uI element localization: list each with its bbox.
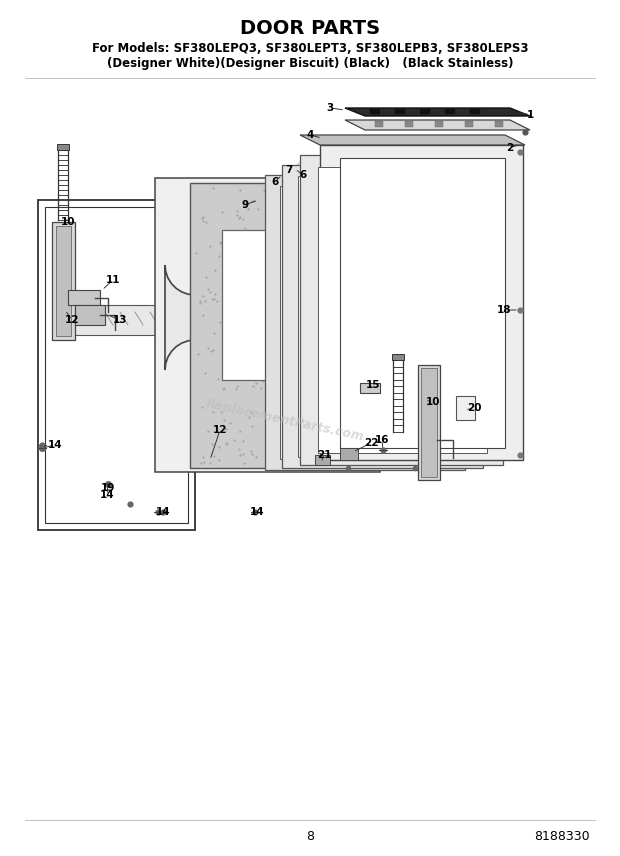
Polygon shape <box>280 186 451 459</box>
Text: 1: 1 <box>526 110 534 120</box>
Polygon shape <box>456 396 475 420</box>
Text: 3: 3 <box>326 103 334 113</box>
Polygon shape <box>282 165 483 468</box>
Polygon shape <box>370 109 380 114</box>
Polygon shape <box>155 178 380 472</box>
Polygon shape <box>68 290 100 305</box>
Polygon shape <box>318 167 487 453</box>
Polygon shape <box>345 108 530 116</box>
Polygon shape <box>392 354 404 360</box>
Text: 14: 14 <box>100 490 114 500</box>
Polygon shape <box>465 121 473 127</box>
Polygon shape <box>495 121 503 127</box>
Text: 19: 19 <box>101 483 115 493</box>
Polygon shape <box>165 265 375 370</box>
Polygon shape <box>300 135 525 145</box>
Text: (Designer White)(Designer Biscuit) (Black)   (Black Stainless): (Designer White)(Designer Biscuit) (Blac… <box>107 56 513 69</box>
Polygon shape <box>57 144 69 150</box>
Text: 12: 12 <box>64 315 79 325</box>
Text: 10: 10 <box>61 217 75 227</box>
Polygon shape <box>75 305 105 325</box>
Polygon shape <box>340 158 505 448</box>
Polygon shape <box>52 222 75 340</box>
Polygon shape <box>58 305 175 335</box>
Text: 11: 11 <box>106 275 120 285</box>
Text: 10: 10 <box>426 397 440 407</box>
Text: 13: 13 <box>113 315 127 325</box>
Text: 6: 6 <box>272 177 278 187</box>
Text: DOOR PARTS: DOOR PARTS <box>240 19 380 38</box>
Text: 8: 8 <box>306 829 314 842</box>
Text: 14: 14 <box>156 507 171 517</box>
Text: ReplacementParts.com: ReplacementParts.com <box>205 397 365 443</box>
Polygon shape <box>345 120 530 130</box>
Text: 12: 12 <box>213 425 228 435</box>
Text: 16: 16 <box>374 435 389 445</box>
Text: 20: 20 <box>467 403 481 413</box>
Polygon shape <box>470 109 480 114</box>
Polygon shape <box>420 109 430 114</box>
Polygon shape <box>360 383 380 393</box>
Text: 9: 9 <box>241 200 249 210</box>
Polygon shape <box>405 121 413 127</box>
Polygon shape <box>340 448 358 460</box>
Polygon shape <box>395 109 405 114</box>
Polygon shape <box>375 121 383 127</box>
Text: 14: 14 <box>48 440 63 450</box>
Polygon shape <box>45 207 188 523</box>
Text: 18: 18 <box>497 305 511 315</box>
Text: 15: 15 <box>366 380 380 390</box>
Text: 6: 6 <box>299 170 307 180</box>
Polygon shape <box>190 183 390 468</box>
Polygon shape <box>445 109 455 114</box>
Polygon shape <box>38 200 195 530</box>
Text: 22: 22 <box>364 438 378 448</box>
Text: 7: 7 <box>285 165 293 175</box>
Polygon shape <box>315 455 330 465</box>
Polygon shape <box>320 145 523 460</box>
Polygon shape <box>300 155 503 465</box>
Polygon shape <box>265 175 465 470</box>
Polygon shape <box>435 121 443 127</box>
Text: 4: 4 <box>306 130 314 140</box>
Text: 14: 14 <box>250 507 264 517</box>
Text: 2: 2 <box>507 143 513 153</box>
Polygon shape <box>421 368 437 477</box>
Polygon shape <box>222 230 355 380</box>
Polygon shape <box>418 365 440 480</box>
Text: 8188330: 8188330 <box>534 829 590 842</box>
Polygon shape <box>298 176 469 457</box>
Text: For Models: SF380LEPQ3, SF380LEPT3, SF380LEPB3, SF380LEPS3: For Models: SF380LEPQ3, SF380LEPT3, SF38… <box>92 41 528 55</box>
Polygon shape <box>56 226 71 336</box>
Text: 21: 21 <box>317 450 331 460</box>
